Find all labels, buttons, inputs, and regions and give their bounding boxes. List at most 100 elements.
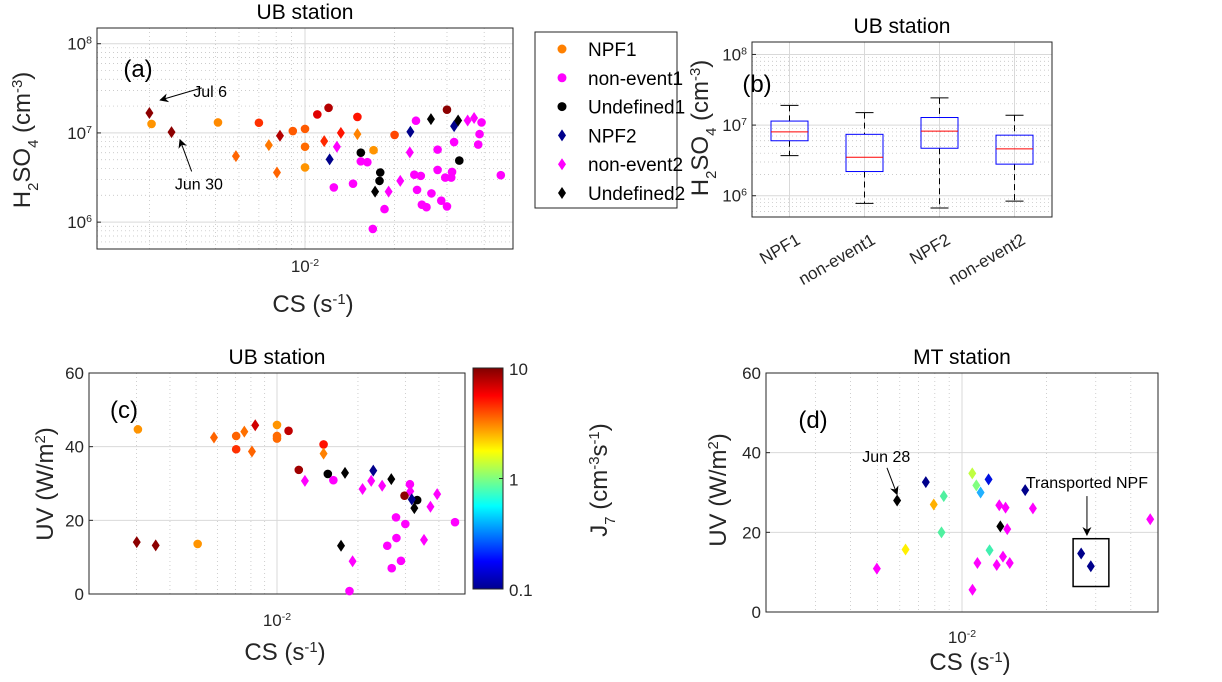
data-point-circle (329, 475, 338, 485)
colorbar (472, 367, 504, 590)
data-point-circle (412, 185, 422, 195)
data-point-diamond (1021, 484, 1030, 497)
colorbar-tick-label: 0.1 (509, 581, 533, 600)
chart-title: UB station (257, 1, 354, 24)
data-point-circle (496, 170, 506, 180)
data-point-circle (449, 137, 459, 147)
box (845, 133, 884, 173)
data-point-circle (454, 156, 464, 165)
annotation-arrow (159, 87, 202, 103)
colorbar-tick-label: 10 (509, 360, 528, 379)
legend-entry-label: non-event2 (588, 155, 683, 176)
panel-label: (b) (742, 71, 771, 98)
data-point-diamond (353, 128, 362, 141)
annotation-text: Transported NPF (1026, 475, 1148, 492)
x-axis-label: CS (s-1) (244, 639, 325, 666)
data-point-circle (375, 176, 384, 186)
data-point-circle (433, 145, 442, 154)
y-tick-label: 0 (75, 585, 84, 604)
box (770, 120, 809, 142)
data-point-circle (400, 491, 409, 500)
y-tick-label: 107 (67, 124, 92, 143)
data-point-diamond (972, 479, 981, 492)
data-point-diamond (151, 539, 160, 552)
annotation-text: Jun 30 (175, 177, 223, 194)
x-axis-label: CS (s-1) (929, 649, 1010, 676)
data-point-circle (368, 224, 378, 234)
box (920, 117, 959, 149)
legend-entry-label: non-event1 (588, 69, 683, 90)
data-point-diamond (348, 555, 357, 568)
data-point-diamond (371, 185, 380, 198)
data-point-circle (231, 444, 241, 454)
data-point-diamond (470, 111, 479, 124)
data-point-circle (348, 179, 358, 188)
data-point-diamond (275, 129, 284, 142)
data-point-diamond (369, 464, 378, 477)
data-point-diamond (410, 502, 419, 515)
x-tick-label: NPF1 (756, 230, 803, 268)
data-point-diamond (209, 431, 218, 444)
annotation-arrow (178, 138, 193, 172)
data-point-circle (213, 118, 223, 127)
y-tick-label: 106 (67, 213, 92, 232)
data-point-diamond (968, 583, 977, 596)
y-axis-label: H2SO4 (cm-3) (9, 72, 42, 208)
data-point-circle (475, 129, 484, 139)
data-point-diamond (939, 490, 948, 503)
y-axis-label: UV (W/m2) (32, 427, 59, 541)
data-point-diamond (995, 499, 1004, 512)
plot-frame (765, 372, 1159, 613)
data-point-diamond (998, 550, 1007, 563)
data-point-diamond (358, 483, 367, 496)
data-point-diamond (405, 146, 414, 159)
data-point-circle (427, 189, 436, 198)
data-point-circle (447, 167, 457, 177)
data-point-diamond (319, 447, 328, 460)
data-point-circle (133, 425, 143, 434)
legend-entry-label: NPF2 (588, 126, 637, 147)
data-point-circle (254, 118, 264, 128)
data-point-diamond (167, 126, 176, 139)
data-point-diamond (341, 466, 350, 479)
data-point-circle (300, 124, 310, 134)
data-point-circle (300, 142, 310, 152)
data-point-circle (363, 157, 372, 167)
data-point-circle (401, 519, 410, 529)
data-point-circle (300, 163, 310, 172)
y-tick-label: 107 (722, 116, 747, 135)
legend-marker-circle (557, 73, 567, 83)
x-axis-label: CS (s-1) (272, 291, 353, 318)
data-point-circle (345, 586, 354, 596)
legend-marker-circle (557, 102, 567, 112)
data-point-circle (442, 105, 452, 115)
highlight-box (1072, 537, 1110, 588)
data-point-circle (147, 119, 156, 129)
data-point-circle (411, 116, 421, 126)
box (995, 134, 1034, 165)
data-point-circle (272, 434, 282, 443)
data-point-diamond (929, 498, 938, 511)
plot-frame (88, 372, 466, 595)
y-axis-label: UV (W/m2) (705, 433, 732, 547)
data-point-circle (313, 110, 322, 119)
legend-marker-diamond (558, 129, 566, 142)
annotation-text: Jul 6 (193, 84, 227, 101)
data-point-circle (382, 541, 392, 551)
data-point-diamond (976, 486, 985, 499)
legend-entry-label: NPF1 (588, 40, 637, 61)
data-point-circle (440, 173, 450, 182)
data-point-diamond (387, 473, 396, 486)
data-point-diamond (984, 473, 993, 486)
data-point-circle (353, 112, 362, 122)
data-point-diamond (463, 114, 472, 127)
data-point-circle (422, 202, 431, 212)
y-tick-label: 20 (742, 523, 761, 542)
plot-frame (96, 27, 514, 250)
data-point-circle (405, 479, 415, 489)
y-tick-label: 106 (722, 187, 747, 206)
x-tick-label: non-event1 (795, 230, 878, 289)
chart-title: UB station (854, 15, 951, 38)
panel-label: (a) (123, 56, 152, 83)
y-tick-label: 60 (742, 364, 761, 383)
